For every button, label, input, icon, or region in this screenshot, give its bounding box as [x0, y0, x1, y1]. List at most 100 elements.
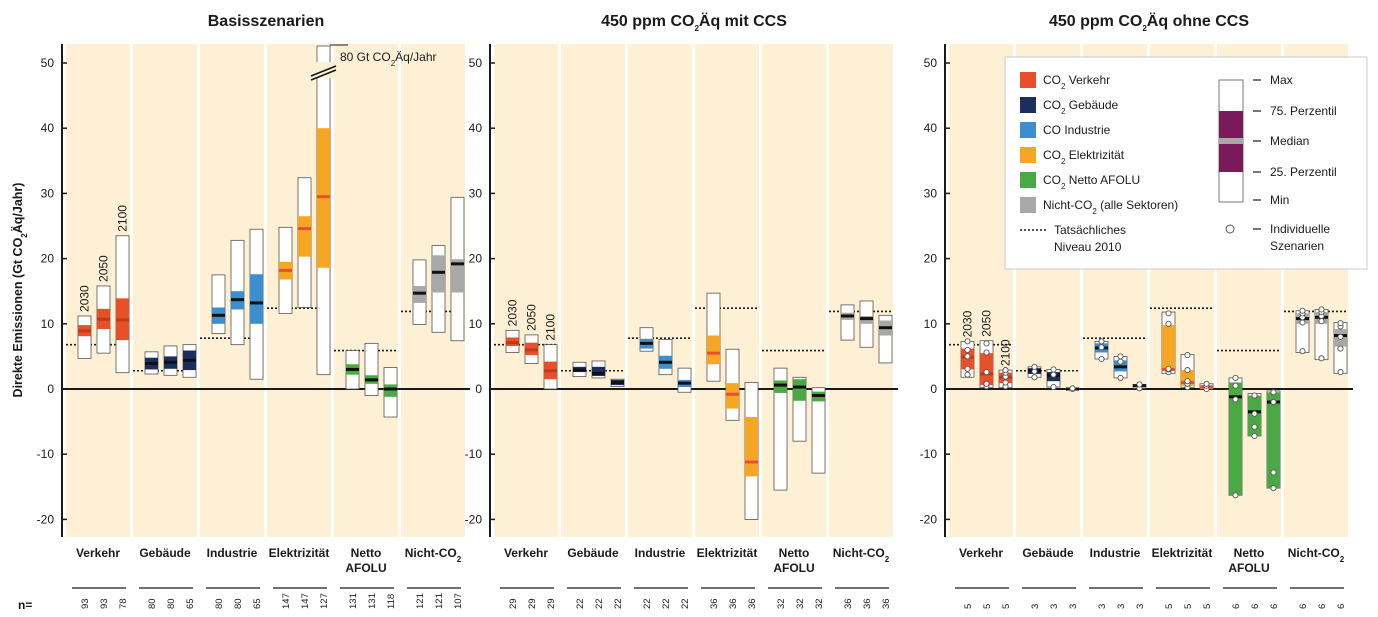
- y-tick-label: 30: [469, 186, 483, 200]
- sector-background: [949, 44, 1013, 537]
- sector-label: Industrie: [1090, 546, 1141, 560]
- n-value: 131: [348, 593, 359, 609]
- n-value: 6: [1269, 604, 1280, 609]
- legend-swatch: [1020, 72, 1036, 88]
- iqr-box: [726, 383, 739, 409]
- n-value: 36: [843, 598, 854, 609]
- sector-background: [494, 44, 558, 537]
- n-value: 32: [814, 598, 825, 609]
- median-mark: [879, 326, 892, 330]
- n-value: 36: [709, 598, 720, 609]
- n-label: n=: [18, 598, 32, 612]
- scenario-point: [1050, 366, 1057, 373]
- scenario-point: [1117, 353, 1124, 360]
- scenario-point: [964, 338, 971, 345]
- break-value-label: 80 Gt CO2Äq/Jahr: [340, 50, 437, 68]
- scenario-point: [1002, 379, 1009, 386]
- median-mark: [384, 387, 397, 391]
- scenario-point: [1165, 310, 1172, 317]
- scenario-point: [1299, 307, 1306, 314]
- scenario-point: [1251, 410, 1258, 417]
- n-value: 22: [613, 598, 624, 609]
- median-mark: [678, 381, 691, 385]
- median-mark: [860, 317, 873, 321]
- n-value: 36: [728, 598, 739, 609]
- iqr-box: [298, 216, 311, 257]
- axis-break-mark: [310, 69, 337, 81]
- scenario-point: [1002, 367, 1009, 374]
- scenario-point: [1203, 380, 1210, 387]
- y-tick-label: 0: [475, 382, 482, 396]
- median-mark: [250, 301, 263, 305]
- sector-background: [561, 44, 625, 537]
- median-mark: [97, 317, 110, 321]
- median-mark: [413, 291, 426, 295]
- sector-label: Netto: [1234, 546, 1265, 560]
- n-value: 32: [795, 598, 806, 609]
- scenario-point: [1318, 355, 1325, 362]
- y-tick-label: -20: [920, 512, 938, 526]
- n-value: 22: [661, 598, 672, 609]
- scenario-point: [983, 368, 990, 376]
- n-value: 36: [747, 598, 758, 609]
- n-value: 6: [1250, 604, 1261, 609]
- median-mark: [573, 368, 586, 372]
- iqr-box: [1229, 382, 1242, 496]
- n-value: 22: [575, 598, 586, 609]
- sector-label: Netto: [779, 546, 810, 560]
- y-tick-label: -10: [37, 447, 55, 461]
- sector-label: Verkehr: [959, 546, 1003, 560]
- legend-point: [1225, 224, 1235, 234]
- iqr-box: [384, 384, 397, 397]
- n-value: 118: [386, 594, 397, 609]
- n-value: 80: [233, 598, 244, 609]
- scenario-point: [1337, 345, 1344, 352]
- legend: CO2 Verkehr CO2 Gebäude CO Industrie CO2 El…: [1004, 56, 1368, 270]
- year-label: 2100: [116, 205, 130, 232]
- y-tick-label: 50: [41, 56, 55, 70]
- median-mark: [812, 394, 825, 398]
- scenario-point: [983, 380, 990, 387]
- scenario-point: [1299, 319, 1306, 326]
- n-value: 3: [1116, 604, 1127, 609]
- n-value: 36: [881, 598, 892, 609]
- panel-1: Basisszenarien 50 40 30 20 10 0 -10 -20 93 93 78 Ver…: [37, 13, 470, 609]
- range-box: [211, 274, 226, 334]
- n-value: 65: [252, 598, 263, 609]
- median-mark: [841, 314, 854, 318]
- n-value: 22: [680, 598, 691, 609]
- n-value: 6: [1317, 604, 1328, 609]
- sector-background: [829, 44, 893, 537]
- sector-label: Nicht-CO2: [833, 546, 890, 564]
- legend-swatch: [1020, 172, 1036, 188]
- n-value: 131: [367, 593, 378, 609]
- scenario-point: [1031, 363, 1038, 370]
- scenario-point: [1270, 389, 1277, 396]
- legend-swatch: [1020, 122, 1036, 138]
- n-value: 29: [508, 598, 519, 609]
- scenario-point: [1031, 374, 1038, 381]
- sector-background: [133, 44, 197, 537]
- n-value: 5: [963, 604, 974, 609]
- y-tick-label: 0: [930, 382, 937, 396]
- median-mark: [298, 227, 311, 231]
- median-mark: [707, 351, 720, 355]
- scenario-point: [1232, 382, 1239, 389]
- n-value: 6: [1298, 604, 1309, 609]
- iqr-box: [592, 366, 605, 376]
- range-box: [859, 300, 874, 348]
- sector-label: Nicht-CO2: [1288, 546, 1345, 564]
- scenario-point: [964, 371, 971, 378]
- legend-swatch: [1020, 197, 1036, 213]
- y-tick-label: -20: [465, 512, 483, 526]
- legend-box-label: 75. Perzentil: [1270, 104, 1337, 118]
- y-tick-label: -20: [37, 512, 55, 526]
- scenario-point: [1232, 492, 1239, 499]
- iqr-box: [1267, 392, 1280, 489]
- n-value: 93: [80, 598, 91, 609]
- n-value: 65: [185, 598, 196, 609]
- y-tick-label: 30: [41, 186, 55, 200]
- median-mark: [774, 383, 787, 387]
- year-label: 2100: [544, 314, 558, 341]
- n-value: 93: [99, 598, 110, 609]
